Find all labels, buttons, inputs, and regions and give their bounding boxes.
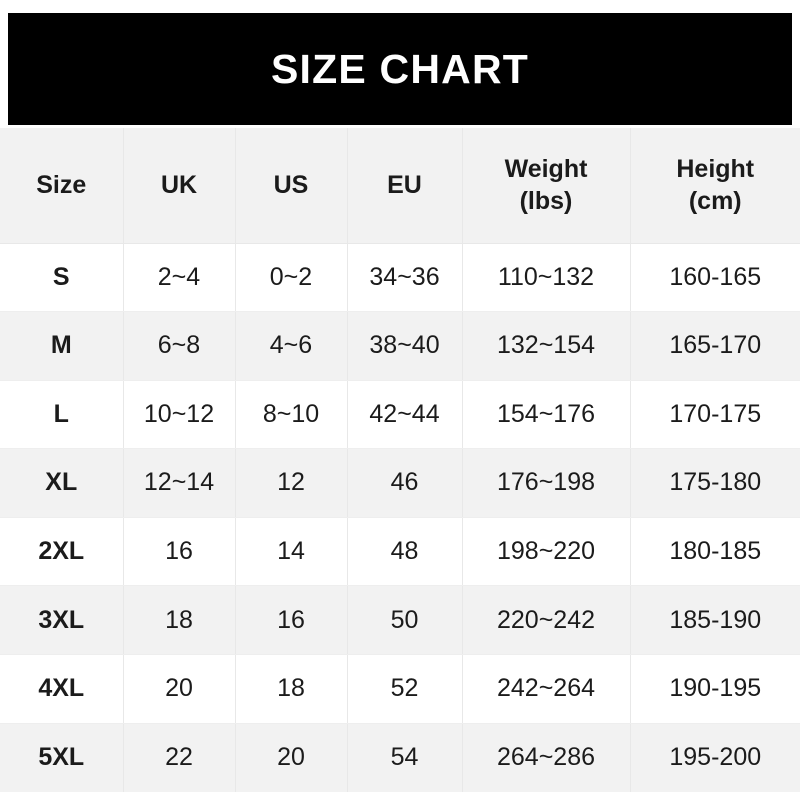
cell-size: M — [0, 311, 124, 381]
cell-height: 180-185 — [630, 517, 800, 587]
page-title: SIZE CHART — [271, 45, 529, 92]
cell-weight: 220~242 — [462, 585, 631, 656]
cell-size: S — [0, 243, 124, 313]
cell-eu: 54 — [347, 723, 463, 792]
cell-uk: 22 — [123, 723, 236, 792]
cell-uk: 16 — [123, 517, 236, 587]
table-row: M 6~8 4~6 38~40 132~154 165-170 — [0, 311, 800, 381]
cell-weight: 110~132 — [462, 243, 631, 313]
cell-uk: 18 — [123, 585, 236, 656]
table-row: 2XL 16 14 48 198~220 180-185 — [0, 517, 800, 587]
cell-eu: 38~40 — [347, 311, 463, 381]
cell-us: 12 — [235, 448, 348, 518]
cell-eu: 46 — [347, 448, 463, 518]
cell-uk: 6~8 — [123, 311, 236, 381]
cell-weight: 242~264 — [462, 654, 631, 724]
cell-eu: 48 — [347, 517, 463, 587]
cell-us: 18 — [235, 654, 348, 724]
cell-height: 165-170 — [630, 311, 800, 381]
size-chart-table: Size UK US EU — [0, 128, 800, 792]
column-header-weight: Weight (lbs) — [462, 128, 631, 244]
column-header-weight-unit: (lbs) — [519, 187, 573, 216]
cell-size: XL — [0, 448, 124, 518]
column-header-uk: UK — [123, 128, 236, 244]
cell-weight: 264~286 — [462, 723, 631, 792]
cell-eu: 52 — [347, 654, 463, 724]
cell-uk: 20 — [123, 654, 236, 724]
table-row: XL 12~14 12 46 176~198 175-180 — [0, 448, 800, 518]
table-row: 5XL 22 20 54 264~286 195-200 — [0, 723, 800, 792]
cell-weight: 198~220 — [462, 517, 631, 587]
cell-us: 8~10 — [235, 380, 348, 450]
table-row: L 10~12 8~10 42~44 154~176 170-175 — [0, 380, 800, 450]
table-header-row: Size UK US EU — [0, 128, 800, 244]
cell-eu: 34~36 — [347, 243, 463, 313]
cell-height: 160-165 — [630, 243, 800, 313]
column-header-height-label: Height — [676, 155, 755, 184]
cell-weight: 176~198 — [462, 448, 631, 518]
cell-height: 190-195 — [630, 654, 800, 724]
cell-height: 195-200 — [669, 742, 762, 771]
cell-height: 170-175 — [630, 380, 800, 450]
cell-size: 3XL — [0, 585, 124, 656]
cell-us: 16 — [235, 585, 348, 656]
column-header-eu-label: EU — [387, 171, 422, 200]
cell-uk: 10~12 — [123, 380, 236, 450]
cell-size: 5XL — [0, 723, 124, 792]
cell-uk: 2~4 — [123, 243, 236, 313]
cell-uk: 12~14 — [123, 448, 236, 518]
cell-weight: 132~154 — [462, 311, 631, 381]
cell-us: 4~6 — [235, 311, 348, 381]
cell-eu: 50 — [347, 585, 463, 656]
column-header-height-unit: (cm) — [688, 187, 742, 216]
title-banner: SIZE CHART — [8, 13, 792, 125]
cell-size: 4XL — [0, 654, 124, 724]
table-header: Size UK US EU — [0, 128, 800, 244]
cell-us: 14 — [235, 517, 348, 587]
cell-us: 20 — [235, 723, 348, 792]
column-header-size-label: Size — [36, 171, 87, 200]
column-header-eu: EU — [347, 128, 463, 244]
table-body: S 2~4 0~2 34~36 110~132 160-165 M 6~8 4~… — [0, 243, 800, 792]
cell-eu: 42~44 — [347, 380, 463, 450]
column-header-us: US — [235, 128, 348, 244]
column-header-size: Size — [0, 128, 124, 244]
cell-us: 0~2 — [235, 243, 348, 313]
cell-size: L — [0, 380, 124, 450]
cell-height: 175-180 — [630, 448, 800, 518]
column-header-uk-label: UK — [160, 171, 198, 200]
table-row: S 2~4 0~2 34~36 110~132 160-165 — [0, 243, 800, 313]
column-header-weight-label: Weight — [504, 155, 588, 184]
cell-size: 2XL — [0, 517, 124, 587]
column-header-height: Height (cm) — [630, 128, 800, 244]
cell-weight: 154~176 — [462, 380, 631, 450]
table-row: 4XL 20 18 52 242~264 190-195 — [0, 654, 800, 724]
column-header-us-label: US — [273, 171, 309, 200]
cell-height: 185-190 — [630, 585, 800, 656]
table-row: 3XL 18 16 50 220~242 185-190 — [0, 585, 800, 656]
